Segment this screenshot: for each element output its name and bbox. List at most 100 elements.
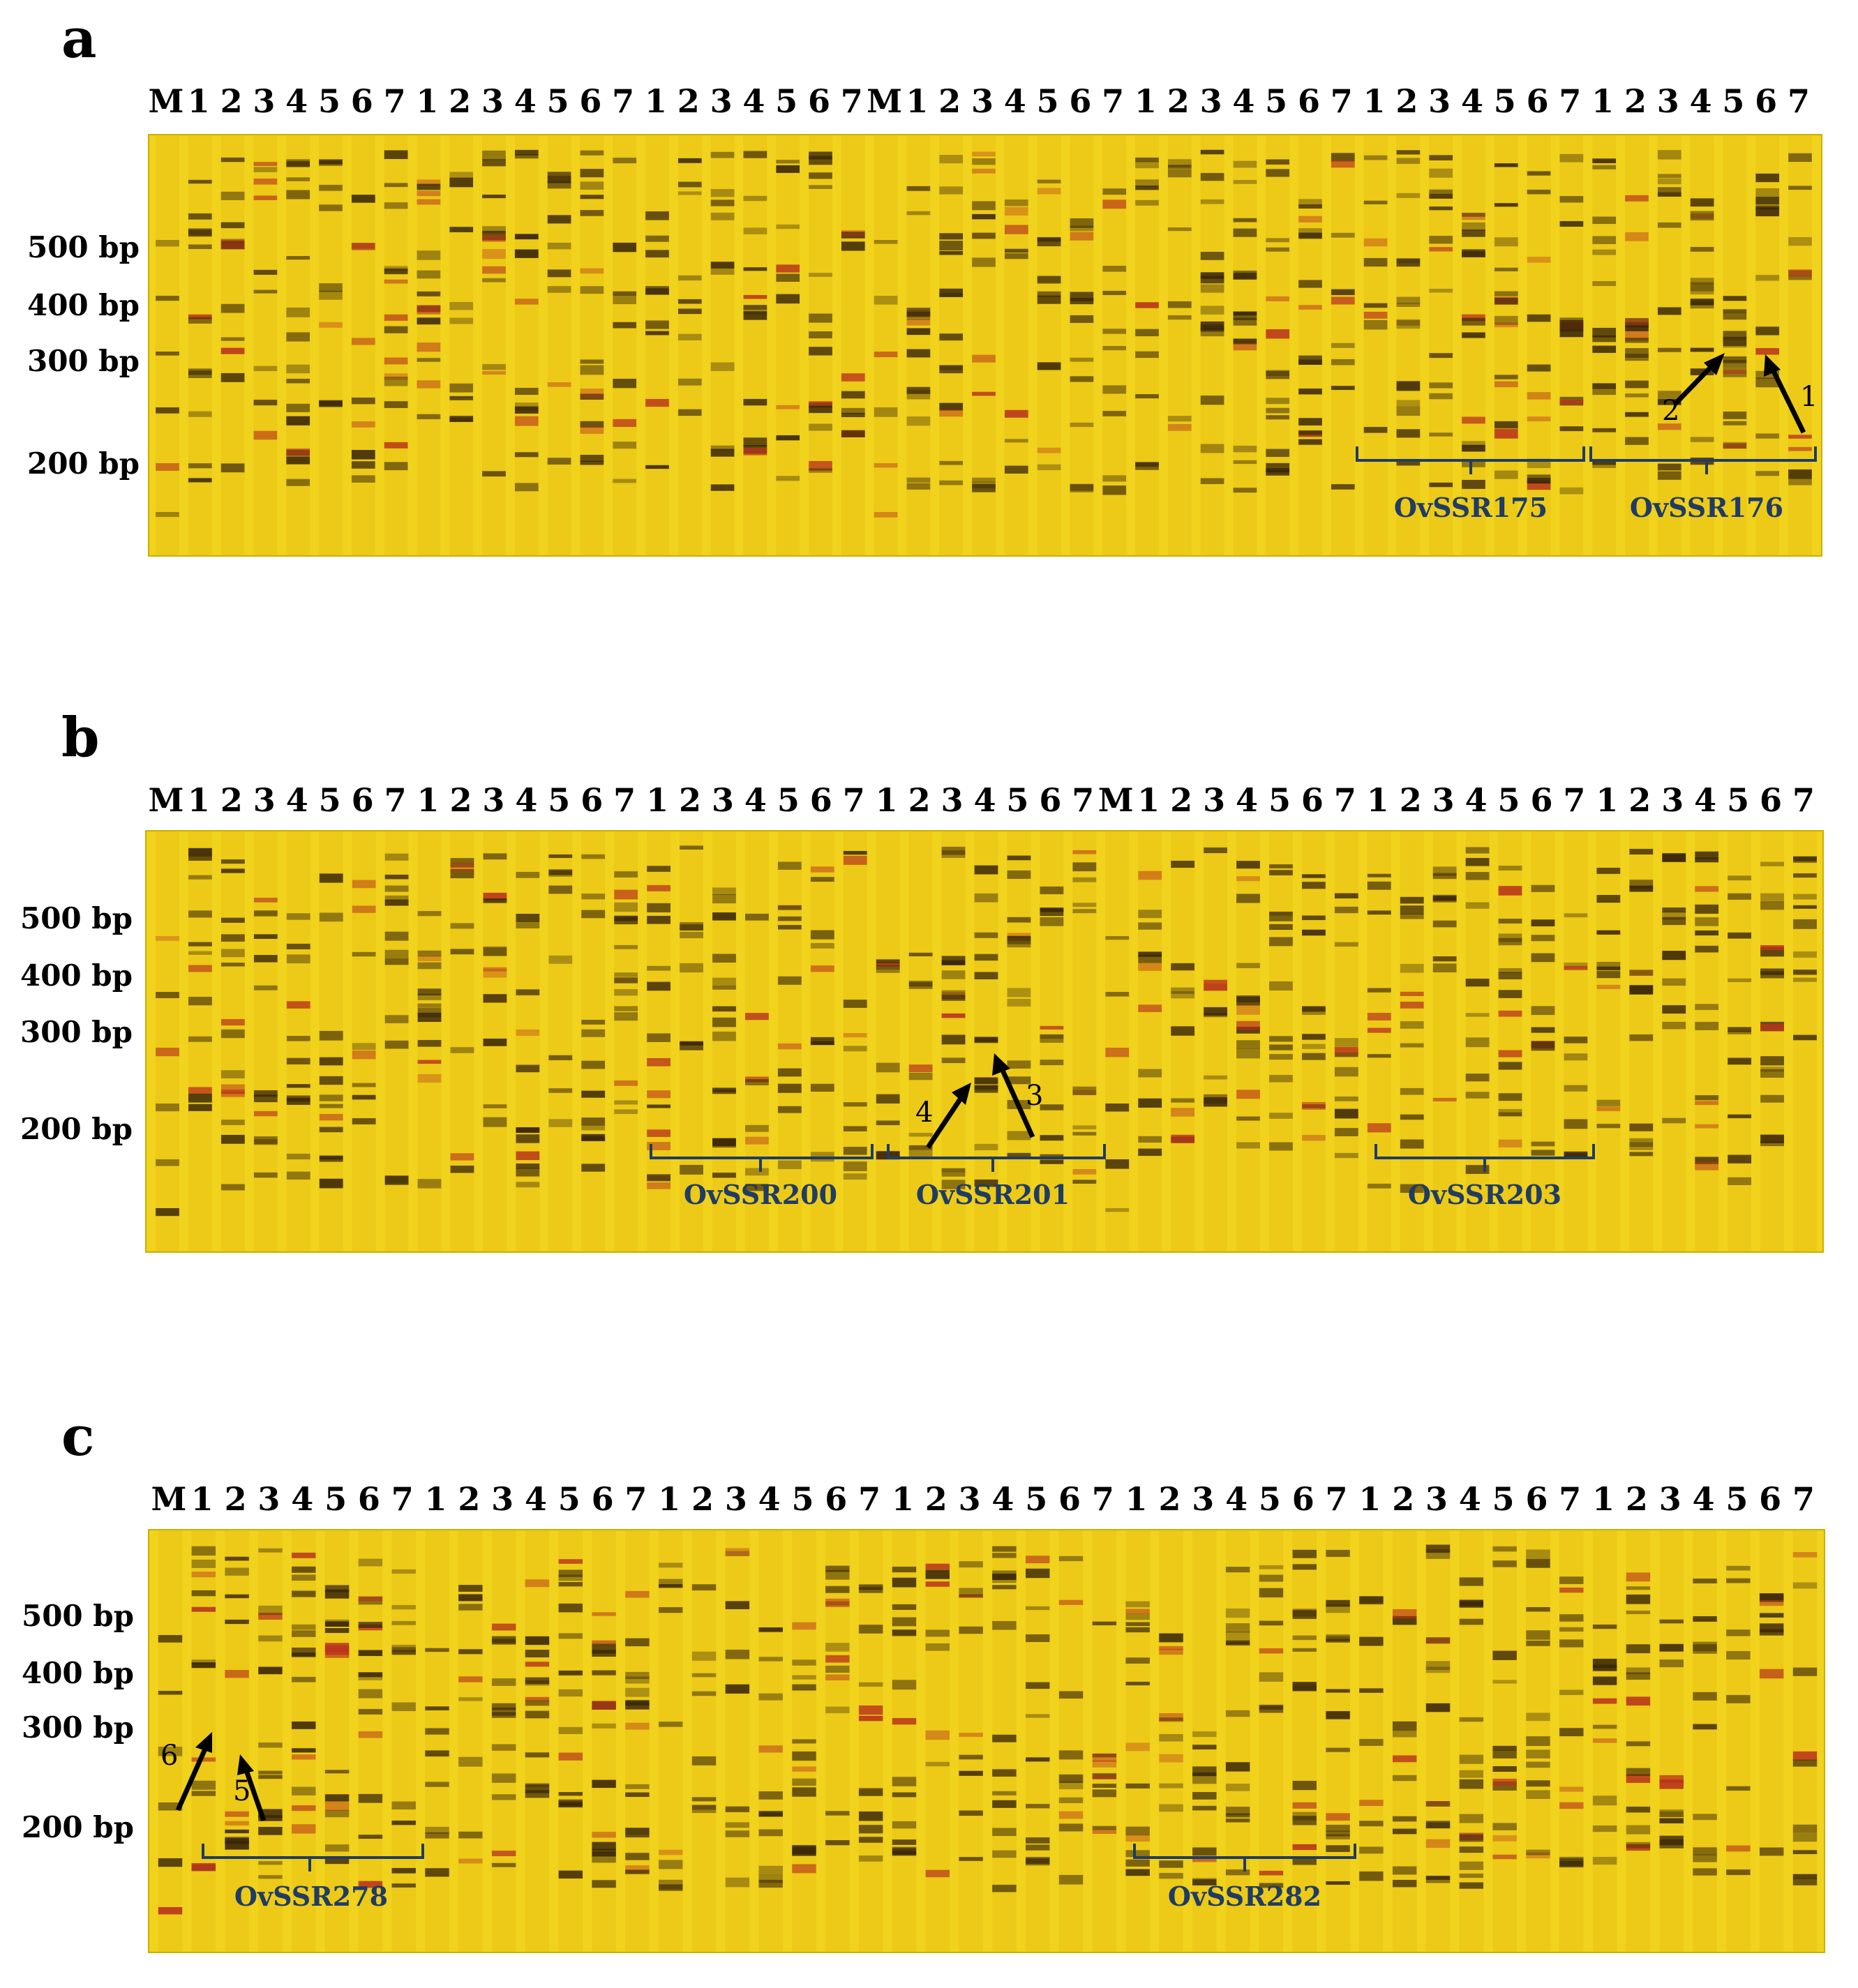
gel-band bbox=[1462, 213, 1485, 217]
gel-band bbox=[1138, 1069, 1162, 1078]
gel-band bbox=[391, 1867, 416, 1874]
gel-band bbox=[1298, 432, 1322, 437]
gel-lane bbox=[712, 831, 736, 1251]
gel-band bbox=[1167, 169, 1192, 178]
gel-band bbox=[188, 314, 212, 319]
gel-band bbox=[1026, 1837, 1050, 1844]
gel-band bbox=[908, 1150, 933, 1157]
gel-band bbox=[286, 332, 310, 342]
gel-band bbox=[906, 308, 931, 317]
gel-band bbox=[1269, 924, 1293, 931]
gel-band bbox=[352, 1043, 376, 1051]
gel-band bbox=[391, 1883, 416, 1888]
gel-band bbox=[1657, 178, 1681, 185]
gel-band bbox=[1693, 1847, 1717, 1855]
lane-label: 6 bbox=[825, 1480, 848, 1518]
gel-band bbox=[941, 1171, 966, 1177]
lane-label: 7 bbox=[840, 82, 863, 120]
gel-band bbox=[1125, 1859, 1150, 1867]
gel-band bbox=[677, 308, 702, 315]
gel-lane bbox=[825, 1530, 850, 1952]
gel-band bbox=[1204, 1012, 1227, 1018]
gel-band bbox=[1559, 1728, 1584, 1737]
gel-band bbox=[1004, 439, 1028, 443]
gel-band bbox=[1526, 1761, 1550, 1768]
gel-band bbox=[1657, 307, 1681, 315]
gel-band bbox=[1298, 389, 1322, 395]
gel-lane bbox=[1125, 1530, 1150, 1952]
gel-band bbox=[1726, 1869, 1751, 1876]
gel-band bbox=[745, 1013, 769, 1021]
gel-band bbox=[613, 322, 637, 329]
gel-band bbox=[809, 331, 832, 339]
gel-band bbox=[1432, 920, 1457, 928]
gel-band bbox=[743, 267, 767, 271]
lane-label: 5 bbox=[557, 1480, 580, 1518]
gel-band bbox=[417, 190, 441, 197]
gel-band bbox=[614, 902, 638, 912]
gel-band bbox=[939, 186, 964, 195]
gel-band bbox=[1400, 905, 1424, 914]
gel-band bbox=[1690, 282, 1714, 292]
gel-band bbox=[858, 1855, 883, 1862]
gel-band bbox=[925, 1569, 950, 1579]
gel-band bbox=[1788, 269, 1812, 277]
gel-band bbox=[677, 299, 702, 304]
gel-band bbox=[1559, 153, 1584, 163]
gel-band bbox=[1462, 314, 1485, 322]
gel-band bbox=[450, 923, 474, 929]
gel-band bbox=[548, 869, 573, 874]
gel-band bbox=[792, 1675, 816, 1680]
gel-band bbox=[158, 1907, 183, 1915]
gel-band bbox=[959, 1733, 983, 1737]
gel-band bbox=[710, 262, 735, 269]
lane-label: 2 bbox=[1624, 82, 1647, 120]
gel-band bbox=[906, 416, 931, 426]
lane-label: 3 bbox=[1199, 82, 1222, 120]
gel-band bbox=[1755, 188, 1780, 197]
gel-band bbox=[1527, 189, 1551, 195]
gel-band bbox=[680, 845, 703, 850]
gel-band bbox=[1793, 919, 1817, 929]
gel-band bbox=[191, 1590, 216, 1597]
gel-band bbox=[613, 242, 637, 253]
gel-band bbox=[1728, 893, 1752, 900]
gel-band bbox=[825, 1643, 850, 1652]
gel-band bbox=[1125, 1835, 1150, 1842]
gel-band bbox=[188, 478, 212, 483]
gel-band bbox=[384, 949, 409, 958]
gel-band bbox=[253, 289, 278, 294]
gel-band bbox=[1159, 1783, 1183, 1789]
gel-band bbox=[1592, 460, 1617, 469]
gel-band bbox=[1400, 1001, 1424, 1009]
gel-band bbox=[1259, 1648, 1284, 1654]
gel-bands bbox=[149, 1530, 1824, 1952]
gel-band bbox=[1233, 273, 1257, 280]
gel-lane bbox=[614, 831, 638, 1251]
lane-label: 7 bbox=[1563, 781, 1586, 819]
gel-band bbox=[1392, 1828, 1417, 1835]
gel-lane bbox=[225, 1530, 249, 1952]
gel-band bbox=[253, 167, 278, 172]
gel-band bbox=[1396, 158, 1421, 165]
lane-label: 1 bbox=[891, 1480, 914, 1518]
ladder-400-label: 400 bp bbox=[21, 1656, 134, 1690]
gel-band bbox=[1302, 1044, 1326, 1049]
gel-band bbox=[1531, 1027, 1555, 1033]
gel-band bbox=[939, 241, 964, 250]
gel-band bbox=[286, 364, 310, 374]
gel-band bbox=[1693, 1724, 1717, 1730]
gel-band bbox=[1425, 1876, 1451, 1880]
gel-band bbox=[1755, 173, 1780, 183]
gel-band bbox=[992, 1570, 1017, 1580]
gel-lane bbox=[1465, 831, 1490, 1251]
gel-band bbox=[810, 930, 834, 940]
gel-band bbox=[959, 1770, 983, 1776]
gel-band bbox=[1459, 1577, 1484, 1586]
lane-label: 7 bbox=[1330, 82, 1353, 120]
gel-band bbox=[286, 307, 310, 317]
gel-band bbox=[1728, 1057, 1752, 1065]
gel-band bbox=[1459, 1882, 1484, 1889]
